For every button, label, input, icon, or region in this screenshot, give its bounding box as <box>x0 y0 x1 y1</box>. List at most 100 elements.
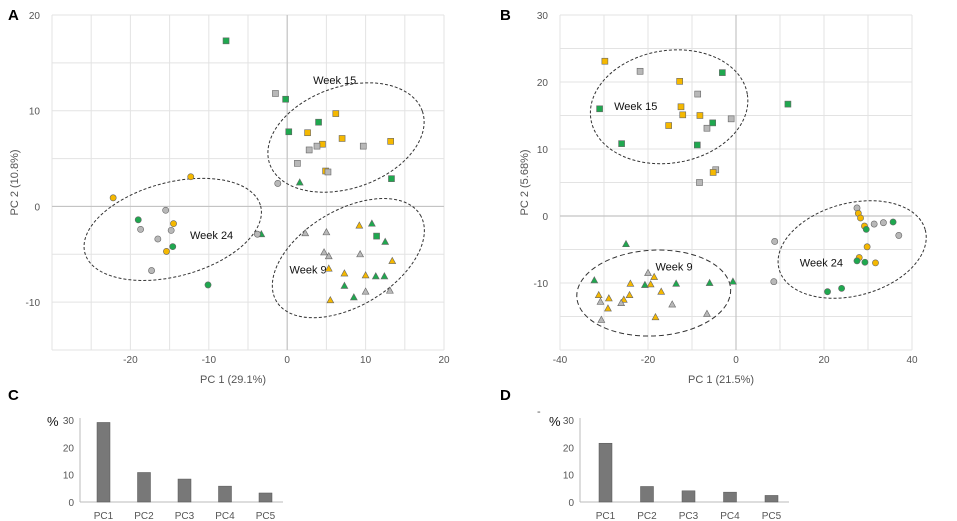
x-tick-label: -40 <box>553 355 568 366</box>
data-point-triangle <box>326 296 335 304</box>
data-point-triangle <box>381 237 390 245</box>
data-point-circle <box>169 243 177 251</box>
data-point-square <box>315 118 322 126</box>
data-point-square <box>676 78 683 85</box>
y-tick-label: 10 <box>537 145 549 156</box>
data-point-circle <box>187 173 195 181</box>
data-point-triangle <box>322 228 331 236</box>
panel-c-label: C <box>8 387 19 404</box>
data-point-circle <box>872 259 879 267</box>
data-point-triangle <box>644 268 652 276</box>
data-point-triangle <box>622 239 630 248</box>
data-point-square <box>387 138 394 145</box>
data-point-triangle <box>361 287 370 295</box>
data-point-square <box>319 140 326 148</box>
data-point-triangle <box>646 280 655 288</box>
data-point-square <box>719 69 726 76</box>
data-point-triangle <box>650 272 659 280</box>
category-label: PC1 <box>596 511 616 521</box>
data-point-circle <box>162 206 170 214</box>
data-point-circle <box>853 257 861 265</box>
data-point-circle <box>770 278 778 286</box>
data-point-circle <box>862 225 870 233</box>
data-point-square <box>709 119 716 127</box>
data-point-triangle <box>590 276 599 284</box>
y-tick-label: 0 <box>542 212 548 223</box>
data-point-square <box>679 111 687 119</box>
category-label: PC5 <box>256 511 276 521</box>
data-point-circle <box>895 232 903 239</box>
group-label: Week 15 <box>313 75 356 87</box>
y-tick-label: 20 <box>537 78 549 89</box>
bar-pc5 <box>258 492 273 503</box>
data-point-circle <box>274 180 282 187</box>
data-point-triangle <box>657 287 666 295</box>
panel-a-label: A <box>8 7 19 24</box>
x-tick-label: 0 <box>733 355 739 366</box>
panel-b-label: B <box>500 7 511 24</box>
data-point-square <box>282 95 289 103</box>
data-point-triangle <box>388 256 397 264</box>
data-point-circle <box>137 225 144 233</box>
data-point-triangle <box>324 251 333 260</box>
y-unit-label: % <box>549 414 561 429</box>
data-point-square <box>373 232 380 240</box>
scatter-plot-a: -20 -10 0 10 20 -10 0 10 20 PC 1 (29.1%) PC 2 (10.… <box>9 11 450 386</box>
group-label: Week 24 <box>800 257 843 269</box>
y-tick-label: 10 <box>29 107 41 118</box>
data-point-circle <box>824 288 831 296</box>
data-point-circle <box>134 216 142 224</box>
data-point-square <box>693 141 701 149</box>
bar-pc3 <box>681 490 696 503</box>
y-axis-title: PC 2 (10.8%) <box>9 149 21 215</box>
data-point-triangle <box>349 293 358 301</box>
bar-pc1 <box>598 442 613 503</box>
x-tick-label: -20 <box>123 355 138 366</box>
data-point-square <box>596 105 603 113</box>
data-point-square <box>636 67 644 75</box>
data-point-triangle <box>651 312 660 321</box>
x-axis-title: PC 1 (21.5%) <box>688 374 754 386</box>
data-point-triangle <box>617 298 626 307</box>
data-point-square <box>222 37 230 45</box>
y-axis-title: PC 2 (5.68%) <box>519 149 531 215</box>
data-point-triangle <box>596 297 605 305</box>
category-label: PC2 <box>637 511 657 521</box>
decor-dash-mark: - <box>537 406 541 418</box>
bar-chart-c: 0 10 20 30% PC1 PC2 PC3 PC4 PC5 <box>47 414 283 521</box>
data-point-triangle <box>356 250 365 258</box>
data-point-square <box>359 142 367 150</box>
category-label: PC1 <box>94 511 114 521</box>
data-point-square <box>601 57 609 65</box>
data-point-square <box>696 179 703 186</box>
bar-pc3 <box>177 478 192 503</box>
data-point-triangle <box>295 178 304 186</box>
data-point-circle <box>880 219 887 227</box>
group-label: Week 15 <box>614 101 657 113</box>
data-point-circle <box>889 218 897 226</box>
data-point-square <box>304 129 311 137</box>
group-ellipse-week-9 <box>576 249 732 337</box>
data-point-square <box>694 90 702 98</box>
y-tick-label: 20 <box>29 11 41 22</box>
group-ellipse-week-24 <box>83 177 262 281</box>
data-point-square <box>294 160 301 167</box>
group-label: Week 9 <box>290 264 327 276</box>
y-tick-label: 20 <box>563 443 575 454</box>
data-point-triangle <box>380 272 389 280</box>
x-axis-title: PC 1 (29.1%) <box>200 374 266 386</box>
group-ellipse-week-24 <box>777 200 927 299</box>
group-label: Week 9 <box>655 261 692 273</box>
scatter-plot-b: -40 -20 0 20 40 -10 0 10 20 30 PC 1 (21.5%) PC 2 (5… <box>519 11 927 386</box>
data-point-triangle <box>385 286 394 294</box>
data-point-triangle <box>371 272 380 280</box>
data-point-triangle <box>604 304 612 312</box>
data-point-square <box>784 100 792 108</box>
y-tick-label: 30 <box>63 416 75 427</box>
data-point-triangle <box>625 290 634 298</box>
data-point-triangle <box>355 221 364 229</box>
data-point-square <box>388 175 395 182</box>
data-point-circle <box>863 243 871 251</box>
group-ellipse-week-9 <box>271 198 425 319</box>
